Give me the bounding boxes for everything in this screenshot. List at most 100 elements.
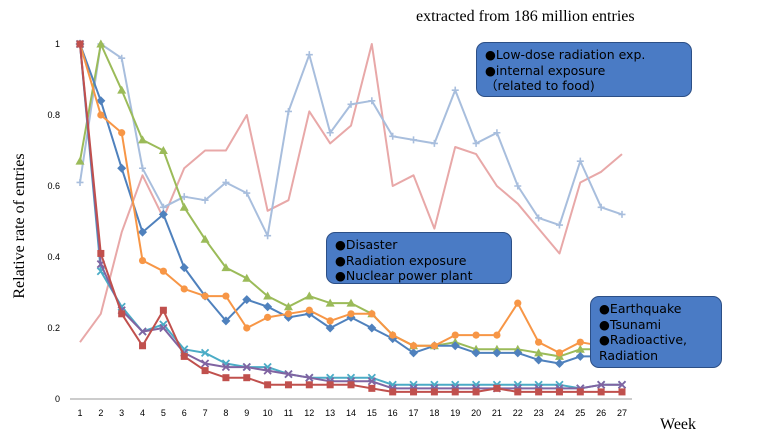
- series-3-point: [263, 291, 273, 300]
- series-2-point: [326, 129, 334, 137]
- series-1-line: [79, 43, 623, 343]
- series-4-point: [138, 227, 148, 237]
- callout-earthquake-line-3: Radioactive,: [609, 332, 688, 347]
- series-5-point: [97, 111, 105, 119]
- x-tick-label: 1: [77, 408, 82, 418]
- series-7-point: [263, 366, 272, 375]
- callout-disaster: ●Disaster ●Radiation exposure ●Nuclear p…: [326, 232, 512, 284]
- series-4-point: [325, 323, 335, 333]
- series-7-point: [200, 359, 210, 368]
- series-8-point: [97, 249, 105, 257]
- series-5-point: [118, 129, 126, 137]
- callout-earthquake: ●Earthquake ●Tsunami ●Radioactive, Radia…: [590, 296, 722, 368]
- series-4-point: [221, 316, 231, 326]
- bullet-icon: ●: [599, 316, 610, 332]
- series-6-point: [200, 348, 210, 357]
- x-tick-label: 17: [409, 408, 419, 418]
- series-7-point: [367, 377, 376, 386]
- series-5-point: [326, 317, 334, 325]
- series-8-point: [389, 388, 397, 396]
- series-8-point: [555, 388, 563, 396]
- callout-radiation-line-1: Low-dose radiation exp.: [495, 47, 646, 62]
- bullet-icon: ●: [485, 62, 496, 78]
- callout-radiation-line-2: internal exposure: [495, 62, 606, 78]
- series-3-point: [242, 273, 252, 282]
- series-5-point: [576, 338, 584, 346]
- series-2-point: [284, 107, 292, 115]
- x-tick-label: 6: [182, 408, 187, 418]
- series-3-point: [325, 298, 335, 307]
- callout-radiation: ●Low-dose radiation exp. ●internal expos…: [476, 42, 692, 97]
- series-4-point: [263, 302, 273, 312]
- series-8-point: [118, 310, 126, 318]
- series-4-point: [534, 355, 544, 365]
- series-3-point: [117, 85, 127, 94]
- callout-disaster-line-2: Radiation exposure: [345, 252, 467, 268]
- bullet-icon: ●: [599, 301, 610, 316]
- y-axis-label: Relative rate of entries: [11, 153, 28, 299]
- callout-radiation-line-3: （related to food): [485, 78, 595, 93]
- series-5-point: [409, 342, 418, 350]
- series-2-point: [305, 51, 313, 59]
- series-5-point: [305, 306, 313, 314]
- series-8-point: [326, 381, 334, 389]
- y-tick-label: 0.2: [47, 323, 60, 333]
- series-2-point: [347, 100, 355, 108]
- y-tick-label: 0.6: [47, 181, 60, 191]
- series-2-point: [451, 86, 459, 94]
- series-5-point: [264, 313, 272, 321]
- bullet-icon: ●: [335, 237, 346, 252]
- series-4-point: [450, 341, 460, 351]
- series-2-point: [118, 54, 126, 62]
- series-8-point: [76, 40, 84, 48]
- bullet-icon: ●: [599, 332, 610, 347]
- callout-earthquake-line-1: Earthquake: [609, 301, 682, 316]
- series-8-point: [180, 352, 188, 360]
- series-2-point: [76, 178, 84, 186]
- series-5-point: [535, 338, 543, 346]
- callout-earthquake-line-4: Radiation: [599, 347, 659, 363]
- series-2-point: [222, 178, 230, 186]
- x-tick-label: 3: [119, 408, 124, 418]
- x-tick-label: 15: [367, 408, 377, 418]
- x-tick-label: 10: [263, 408, 273, 418]
- x-tick-label: 5: [161, 408, 166, 418]
- series-2-point: [535, 214, 543, 222]
- series-7-point: [138, 327, 147, 336]
- series-5-point: [180, 285, 188, 293]
- series-3-point: [534, 348, 544, 357]
- series-8-point: [201, 367, 209, 375]
- series-5-point: [159, 267, 167, 275]
- series-4-point: [242, 295, 252, 305]
- series-2-point: [139, 164, 147, 172]
- series-4-point: [471, 348, 481, 358]
- series-5-point: [138, 256, 147, 265]
- callout-disaster-line-3: Nuclear power plant: [345, 268, 473, 283]
- series-2-point: [514, 182, 522, 190]
- series-4-point: [492, 348, 502, 358]
- x-tick-label: 18: [429, 408, 439, 418]
- x-tick-label: 22: [513, 408, 523, 418]
- x-tick-label: 19: [450, 408, 460, 418]
- series-8-point: [576, 388, 584, 396]
- series-2-point: [180, 193, 188, 201]
- series-2-point: [576, 157, 584, 165]
- series-3-point: [179, 202, 189, 211]
- series-2-point: [410, 136, 418, 144]
- series-8-point: [430, 388, 438, 396]
- series-7-point: [159, 323, 168, 333]
- series-8-point: [410, 388, 418, 396]
- series-3-point: [575, 344, 585, 353]
- x-tick-label: 4: [140, 408, 145, 418]
- series-5-point: [222, 292, 230, 300]
- series-3-point: [283, 302, 293, 311]
- series-3-point: [138, 135, 148, 144]
- x-tick-label: 27: [617, 408, 627, 418]
- series-4-point: [513, 348, 523, 358]
- x-tick-label: 7: [203, 408, 208, 418]
- x-tick-label: 25: [575, 408, 585, 418]
- x-tick-label: 11: [284, 408, 293, 418]
- x-tick-label: 2: [98, 408, 103, 418]
- series-8-point: [305, 381, 313, 389]
